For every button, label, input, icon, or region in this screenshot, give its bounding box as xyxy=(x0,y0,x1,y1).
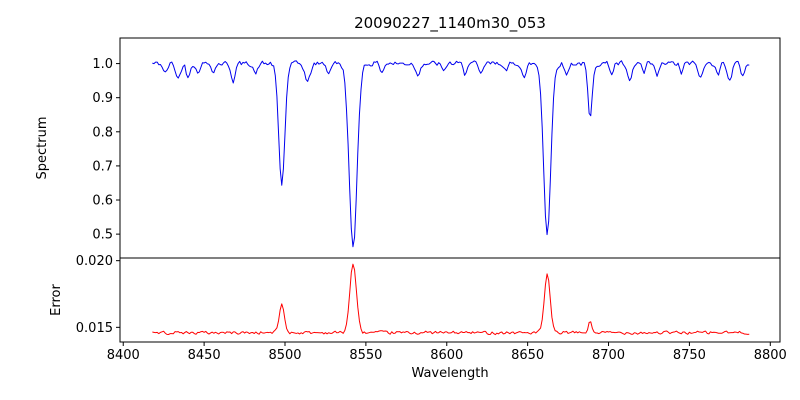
y-axis-label-error: Error xyxy=(49,284,64,316)
x-tick-label: 8450 xyxy=(188,348,221,363)
error-series-line xyxy=(152,263,750,336)
spectrum-axes-spine xyxy=(119,37,781,259)
x-tick-label: 8700 xyxy=(592,348,625,363)
error-y-tick-label: 0.015 xyxy=(76,321,113,336)
spectrum-y-tick-label: 0.8 xyxy=(92,125,113,140)
spectrum-y-tick-label: 0.9 xyxy=(92,91,113,106)
x-axis-label: Wavelength xyxy=(411,366,488,381)
error-axes-spine xyxy=(119,257,781,343)
spectrum-y-tick-label: 0.6 xyxy=(92,194,113,209)
x-tick-label: 8800 xyxy=(754,348,787,363)
x-tick-label: 8550 xyxy=(349,348,382,363)
spectrum-y-tick-label: 1.0 xyxy=(92,57,113,72)
spectrum-series-line xyxy=(152,60,750,248)
x-tick-label: 8600 xyxy=(430,348,463,363)
chart-title: 20090227_1140m30_053 xyxy=(354,14,546,33)
spectrum-y-tick-label: 0.5 xyxy=(92,228,113,243)
x-tick-label: 8400 xyxy=(107,348,140,363)
error-y-tick-label: 0.020 xyxy=(76,254,113,269)
x-tick-label: 8500 xyxy=(268,348,301,363)
plot-generated: 0.5 0.6 0.7 0.8 0.9 1.0 0.015 0.020 8400 8450 8500… xyxy=(76,37,787,363)
x-tick-label: 8650 xyxy=(511,348,544,363)
x-tick-label: 8750 xyxy=(673,348,706,363)
spectrum-y-tick-label: 0.7 xyxy=(92,159,113,174)
y-axis-label-spectrum: Spectrum xyxy=(35,117,50,180)
